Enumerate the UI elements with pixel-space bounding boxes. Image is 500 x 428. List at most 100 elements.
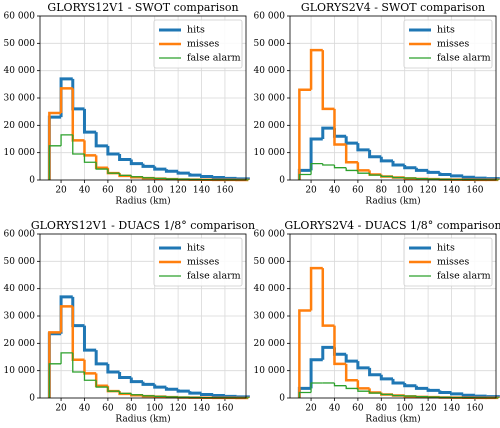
y-tick-label: 10 000 bbox=[254, 148, 286, 158]
histogram-step bbox=[211, 176, 225, 180]
histogram-step bbox=[118, 173, 132, 177]
histogram-step bbox=[321, 126, 335, 139]
x-tick-label: 100 bbox=[146, 404, 163, 414]
histogram-step bbox=[106, 363, 120, 374]
x-tick-label: 140 bbox=[193, 404, 210, 414]
histogram-step bbox=[415, 395, 429, 398]
histogram-step bbox=[106, 145, 120, 156]
histogram-step bbox=[391, 378, 405, 385]
histogram-step bbox=[344, 363, 358, 382]
legend-label: hits bbox=[187, 25, 205, 36]
histogram-step bbox=[83, 359, 97, 375]
histogram-step bbox=[322, 163, 335, 166]
x-tick-label: 120 bbox=[420, 404, 437, 414]
histogram-step bbox=[321, 345, 335, 360]
histogram-step bbox=[130, 393, 143, 396]
histogram-step bbox=[333, 382, 347, 387]
x-tick-label: 20 bbox=[305, 404, 317, 414]
y-tick-label: 10 000 bbox=[254, 366, 286, 376]
y-tick-label: 0 bbox=[29, 176, 35, 186]
x-tick-label: 120 bbox=[420, 186, 437, 196]
y-tick-label: 10 000 bbox=[4, 366, 36, 376]
x-tick-label: 40 bbox=[79, 404, 91, 414]
histogram-step bbox=[309, 137, 323, 171]
chart-title: GLORYS12V1 - SWOT comparison bbox=[47, 1, 238, 14]
histogram-step bbox=[94, 373, 108, 387]
legend-label: misses bbox=[187, 39, 219, 50]
histogram-step bbox=[368, 173, 382, 176]
histogram-step bbox=[200, 174, 214, 178]
histogram-step bbox=[107, 169, 120, 174]
histogram-step bbox=[356, 143, 370, 152]
legend-label: misses bbox=[437, 257, 469, 268]
histogram-step bbox=[356, 162, 370, 172]
histogram-step bbox=[415, 177, 429, 180]
histogram-step bbox=[368, 149, 382, 159]
histogram-step bbox=[321, 268, 335, 327]
histogram-step bbox=[83, 140, 97, 157]
histogram-step bbox=[473, 394, 487, 398]
histogram-step bbox=[333, 108, 347, 146]
histogram-step bbox=[211, 394, 225, 398]
histogram-step bbox=[333, 164, 347, 169]
histogram-step bbox=[71, 88, 85, 142]
x-tick-label: 160 bbox=[216, 404, 233, 414]
legend-frame bbox=[153, 237, 243, 287]
histogram-step bbox=[438, 390, 452, 395]
histogram-step bbox=[392, 176, 405, 179]
histogram-step bbox=[298, 309, 312, 398]
x-tick-label: 160 bbox=[466, 404, 483, 414]
histogram-step bbox=[72, 352, 85, 373]
x-axis-label: Radius (km) bbox=[365, 196, 420, 207]
x-tick-label: 60 bbox=[352, 186, 364, 196]
axes-frame bbox=[289, 233, 497, 399]
histogram-step bbox=[345, 167, 358, 172]
histogram-step bbox=[82, 325, 97, 352]
axes-frame bbox=[289, 15, 497, 181]
legend-label: hits bbox=[437, 243, 455, 254]
histogram-step bbox=[47, 115, 62, 180]
chart-title: GLORYS12V1 - DUACS 1/8° comparison bbox=[31, 219, 255, 232]
histogram-step bbox=[344, 144, 358, 164]
histogram-step bbox=[48, 331, 62, 398]
y-tick-label: 50 000 bbox=[4, 257, 36, 267]
x-tick-label: 20 bbox=[55, 404, 67, 414]
histogram-step bbox=[223, 176, 237, 180]
chart-title: GLORYS2V4 - SWOT comparison bbox=[301, 1, 485, 14]
histogram-step bbox=[368, 367, 382, 377]
histogram-step bbox=[83, 372, 97, 381]
histogram-step bbox=[403, 382, 417, 388]
x-tick-label: 140 bbox=[443, 404, 460, 414]
histogram-step bbox=[404, 177, 417, 179]
y-tick-label: 0 bbox=[279, 394, 285, 404]
legend-label: hits bbox=[187, 243, 205, 254]
x-tick-label: 20 bbox=[305, 186, 317, 196]
histogram-step bbox=[309, 266, 323, 311]
histogram-step bbox=[94, 132, 108, 148]
y-tick-label: 20 000 bbox=[4, 121, 36, 131]
histogram-step bbox=[345, 385, 358, 390]
histogram-step bbox=[321, 50, 335, 111]
histogram-step bbox=[188, 391, 202, 395]
histogram-step bbox=[380, 175, 393, 178]
y-tick-label: 40 000 bbox=[254, 66, 286, 76]
histogram-step bbox=[344, 136, 358, 145]
histogram-step bbox=[332, 347, 347, 356]
histogram-step bbox=[310, 162, 323, 175]
histogram-step bbox=[165, 396, 179, 398]
y-tick-label: 60 000 bbox=[4, 230, 36, 240]
histogram-step bbox=[164, 169, 179, 173]
histogram-step bbox=[391, 160, 405, 167]
x-tick-label: 100 bbox=[396, 186, 413, 196]
histogram-step bbox=[82, 108, 97, 134]
histogram-step bbox=[107, 387, 120, 392]
histogram-step bbox=[176, 171, 190, 175]
histogram-step bbox=[298, 391, 312, 398]
y-tick-label: 10 000 bbox=[4, 148, 36, 158]
histogram-step bbox=[153, 384, 167, 389]
histogram-step bbox=[106, 385, 120, 393]
y-tick-label: 30 000 bbox=[254, 312, 286, 322]
legend-label: misses bbox=[187, 257, 219, 268]
histogram-step bbox=[71, 296, 85, 328]
histogram-step bbox=[165, 178, 179, 180]
